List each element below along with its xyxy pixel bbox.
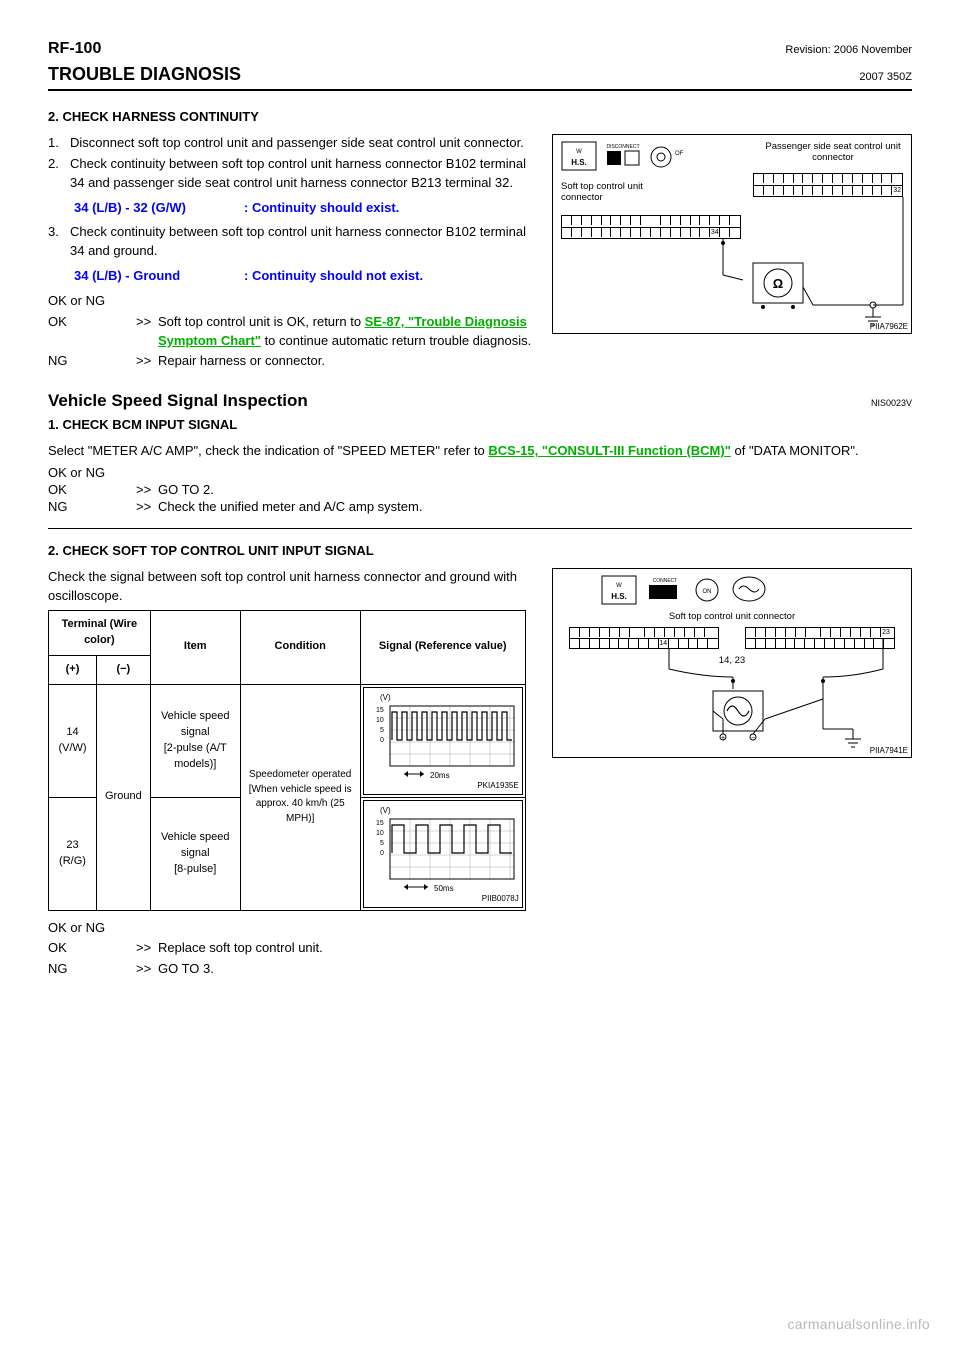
step2b-body: Check the signal between soft top contro… [48,568,538,979]
okng-label: OK or NG [48,465,912,480]
signal-table: Terminal (Wire color) Item Condition Sig… [48,610,526,911]
svg-text:Ω: Ω [773,276,783,291]
ok-label: OK [48,939,130,958]
vehspeed-step1-title: 1. CHECK BCM INPUT SIGNAL [48,417,912,432]
diagram-harness: W H.S. DISCONNECT OFF Passenger side seat… [552,134,912,334]
svg-text:OFF: OFF [675,151,683,157]
diagram-caption: PIIA7962E [870,322,908,331]
svg-text:15: 15 [376,707,384,714]
key-off-icon: OFF [649,143,683,171]
ng-text: Check the unified meter and A/C amp syst… [158,499,422,514]
svg-text:10: 10 [376,717,384,724]
link-bcs15[interactable]: BCS-15, "CONSULT-III Function (BCM)" [488,443,730,458]
svg-text:H.S.: H.S. [571,158,587,167]
svg-text:ON: ON [703,589,712,595]
svg-text:10: 10 [376,830,384,837]
ok-label: OK [48,313,130,351]
step2b-title: 2. CHECK SOFT TOP CONTROL UNIT INPUT SIG… [48,543,912,558]
ok-text: GO TO 2. [158,482,214,497]
ok-text: Replace soft top control unit. [158,939,323,958]
ng-text: GO TO 3. [158,960,214,979]
okng-label: OK or NG [48,292,538,311]
svg-text:DISCONNECT: DISCONNECT [606,144,639,150]
page-title: TROUBLE DIAGNOSIS [48,64,241,85]
disconnect-icon: DISCONNECT [603,141,643,171]
svg-text:5: 5 [380,727,384,734]
svg-text:20ms: 20ms [430,771,450,780]
label-softtop-conn: Soft top control unit connector [561,181,671,203]
arrow-icon: >> [136,499,152,514]
svg-text:(V): (V) [380,693,391,702]
model-note: 2007 350Z [859,71,912,83]
svg-text:W: W [576,149,582,155]
revision-note: Revision: 2006 November [785,44,912,56]
svg-text:−: − [751,735,755,742]
diagram-caption: PIIA7941E [870,746,908,755]
step2-body: 1.Disconnect soft top control unit and p… [48,134,538,371]
waveform-2: (V) 15 10 5 0 [363,800,523,908]
key-on-icon: ON [693,577,723,603]
ng-label: NG [48,499,130,514]
check2-right: : Continuity should not exist. [244,267,423,286]
svg-text:5: 5 [380,840,384,847]
arrow-icon: >> [136,482,152,497]
section-title: Vehicle Speed Signal Inspection [48,391,308,411]
svg-text:0: 0 [380,850,384,857]
connect-icon: CONNECT [645,575,685,605]
okng-label: OK or NG [48,919,538,938]
arrow-icon: >> [136,960,152,979]
svg-text:15: 15 [376,820,384,827]
svg-text:50ms: 50ms [434,884,454,893]
label-softtop-conn: Soft top control unit connector [553,611,911,622]
svg-text:CONNECT: CONNECT [653,578,678,584]
ng-text: Repair harness or connector. [158,352,325,371]
svg-text:H.S.: H.S. [611,592,627,601]
arrow-icon: >> [136,939,152,958]
tool-icon: W H.S. [601,575,637,605]
check1-right: : Continuity should exist. [244,199,399,218]
arrow-icon: >> [136,352,152,371]
page-number: RF-100 [48,40,101,58]
arrow-icon: >> [136,313,152,351]
svg-text:(V): (V) [380,806,391,815]
engine-icon [731,575,767,603]
ok-label: OK [48,482,130,497]
watermark: carmanualsonline.info [788,1316,931,1332]
section-code: NIS0023V [871,398,912,408]
diagram-oscilloscope: W H.S. CONNECT ON Soft top control unit c… [552,568,912,758]
svg-text:W: W [616,583,622,589]
table-row: 14 (V/W) Ground Vehicle speed signal [2-… [49,684,526,797]
label-passenger-conn: Passenger side seat control unit connect… [763,141,903,163]
svg-text:+: + [721,735,725,742]
ng-label: NG [48,352,130,371]
step2-title: 2. CHECK HARNESS CONTINUITY [48,109,912,124]
vehspeed-text: Select "METER A/C AMP", check the indica… [48,442,912,461]
waveform-1: (V) 15 10 5 0 [363,687,523,795]
tool-icon: W H.S. [561,141,597,171]
svg-text:0: 0 [380,737,384,744]
ng-label: NG [48,960,130,979]
pins-label: 14, 23 [553,655,911,666]
check2-left: 34 (L/B) - Ground [74,267,244,286]
check1-left: 34 (L/B) - 32 (G/W) [74,199,244,218]
